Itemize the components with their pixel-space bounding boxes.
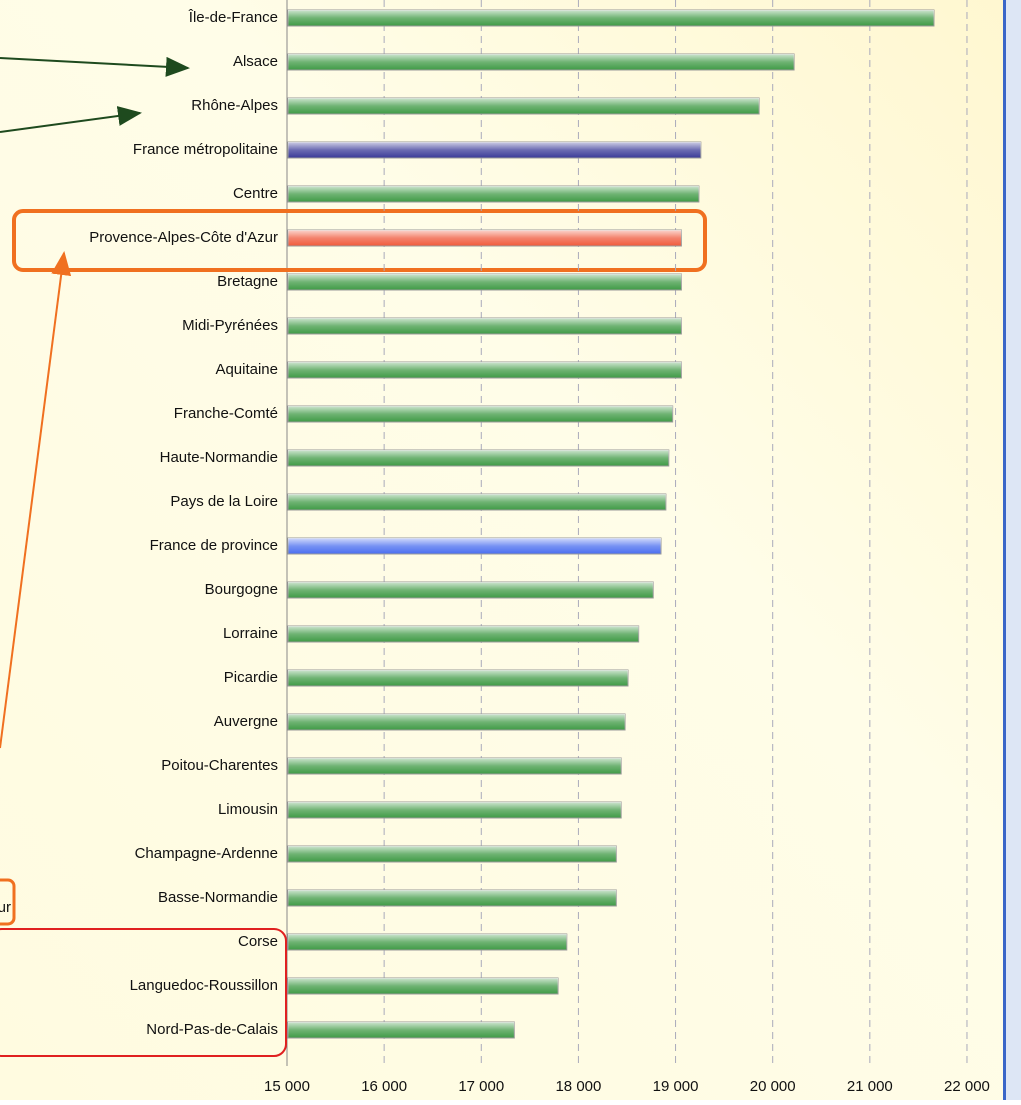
y-tick-label: Aquitaine	[215, 361, 278, 378]
bar-shine	[288, 98, 760, 114]
y-tick-label: Champagne-Ardenne	[135, 845, 278, 862]
highlight-box	[0, 878, 16, 926]
arrow	[0, 106, 142, 133]
bar-shine	[288, 54, 795, 70]
y-tick-label: Bretagne	[217, 273, 278, 290]
bar-shine	[288, 10, 934, 26]
x-tick-label: 22 000	[944, 1078, 990, 1095]
x-tick-label: 18 000	[555, 1078, 601, 1095]
y-tick-label: Lorraine	[223, 625, 278, 642]
y-tick-label: Pays de la Loire	[170, 493, 278, 510]
y-tick-label: Auvergne	[214, 713, 278, 730]
window-edge	[1003, 0, 1021, 1100]
y-tick-label: Nord-Pas-de-Calais	[146, 1021, 278, 1038]
y-tick-label: Provence-Alpes-Côte d'Azur	[89, 229, 278, 246]
y-tick-label: Rhône-Alpes	[191, 97, 278, 114]
highlight-box	[0, 928, 287, 1057]
y-tick-label: Île-de-France	[188, 9, 278, 26]
window-border	[1003, 0, 1006, 1100]
y-tick-label: Midi-Pyrénées	[182, 317, 278, 334]
bar-shine	[288, 670, 628, 686]
annotation: ur	[0, 899, 11, 916]
bar-shine	[288, 846, 617, 862]
bar-shine	[288, 274, 682, 290]
bar-shine	[288, 450, 669, 466]
y-tick-label: Corse	[238, 933, 278, 950]
y-tick-label: France métropolitaine	[133, 141, 278, 158]
y-tick-label: France de province	[150, 537, 278, 554]
y-tick-label: Poitou-Charentes	[161, 757, 278, 774]
bar-shine	[288, 582, 654, 598]
bar-shine	[288, 890, 617, 906]
bar-shine	[288, 978, 559, 994]
y-tick-label: Alsace	[233, 53, 278, 70]
highlight-box	[12, 209, 707, 272]
bar-shine	[288, 802, 622, 818]
bar-shine	[288, 934, 567, 950]
y-tick-label: Languedoc-Roussillon	[130, 977, 278, 994]
x-tick-label: 21 000	[847, 1078, 893, 1095]
bar-shine	[288, 186, 699, 202]
bar-shine	[288, 318, 682, 334]
bar-shine	[288, 1022, 515, 1038]
bar-shine	[288, 626, 639, 642]
y-tick-label: Bourgogne	[205, 581, 278, 598]
x-tick-label: 17 000	[458, 1078, 504, 1095]
y-tick-label: Limousin	[218, 801, 278, 818]
x-tick-label: 19 000	[653, 1078, 699, 1095]
x-tick-label: 20 000	[750, 1078, 796, 1095]
y-tick-label: Franche-Comté	[174, 405, 278, 422]
y-tick-label: Basse-Normandie	[158, 889, 278, 906]
x-tick-label: 16 000	[361, 1078, 407, 1095]
y-tick-label: Centre	[233, 185, 278, 202]
arrow	[0, 251, 72, 749]
bar-shine	[288, 142, 701, 158]
bar-shine	[288, 758, 622, 774]
bar-shine	[288, 714, 626, 730]
y-tick-label: Haute-Normandie	[160, 449, 278, 466]
x-tick-label: 15 000	[264, 1078, 310, 1095]
bar-shine	[288, 406, 673, 422]
bar-shine	[288, 230, 682, 246]
y-tick-label: Picardie	[224, 669, 278, 686]
bar-shine	[288, 362, 682, 378]
arrow	[0, 56, 190, 77]
bar-shine	[288, 494, 666, 510]
bar-shine	[288, 538, 662, 554]
